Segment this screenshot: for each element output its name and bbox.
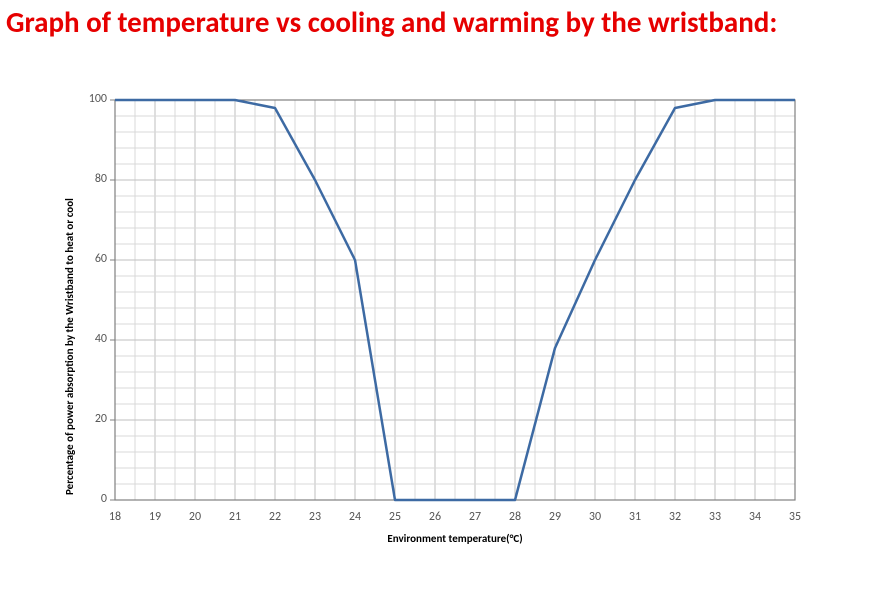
x-tick-label: 23 [300, 510, 330, 524]
page-title: Graph of temperature vs cooling and warm… [6, 6, 777, 39]
y-tick-label: 100 [77, 92, 107, 106]
x-tick-label: 28 [500, 510, 530, 524]
chart-svg [115, 100, 795, 500]
x-tick-label: 21 [220, 510, 250, 524]
x-tick-label: 30 [580, 510, 610, 524]
x-tick-label: 20 [180, 510, 210, 524]
x-tick-label: 35 [780, 510, 810, 524]
x-tick-label: 33 [700, 510, 730, 524]
x-tick-label: 18 [100, 510, 130, 524]
x-tick-label: 25 [380, 510, 410, 524]
y-tick-label: 0 [77, 492, 107, 506]
y-axis-label: Percentage of power absorption by the Wr… [63, 198, 76, 495]
x-tick-label: 34 [740, 510, 770, 524]
x-tick-label: 26 [420, 510, 450, 524]
y-tick-label: 80 [77, 172, 107, 186]
y-tick-label: 20 [77, 412, 107, 426]
x-tick-label: 19 [140, 510, 170, 524]
x-tick-label: 32 [660, 510, 690, 524]
x-axis-label: Environment temperature(°C) [355, 532, 555, 545]
y-tick-label: 60 [77, 252, 107, 266]
x-tick-label: 27 [460, 510, 490, 524]
x-tick-label: 24 [340, 510, 370, 524]
x-tick-label: 29 [540, 510, 570, 524]
x-tick-label: 22 [260, 510, 290, 524]
y-tick-label: 40 [77, 332, 107, 346]
x-tick-label: 31 [620, 510, 650, 524]
